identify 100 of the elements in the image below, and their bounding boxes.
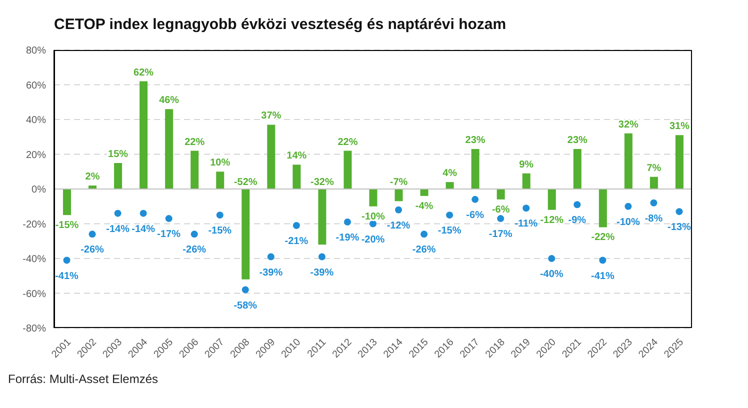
data-label: 14%: [286, 150, 307, 162]
data-label: 37%: [261, 110, 282, 122]
y-tick-label: 60%: [26, 80, 46, 92]
data-label: 23%: [465, 135, 486, 146]
data-label: -52%: [234, 177, 258, 188]
y-tick-label: -20%: [22, 219, 46, 230]
point: [548, 255, 556, 262]
data-label: -41%: [55, 270, 79, 282]
y-tick-label: 20%: [26, 150, 46, 161]
bar: [446, 182, 454, 189]
data-label: -19%: [336, 232, 360, 244]
data-label: 23%: [567, 135, 588, 146]
bar: [471, 149, 480, 189]
data-label: -9%: [568, 215, 586, 226]
data-label: -20%: [361, 234, 385, 246]
point: [522, 204, 530, 212]
data-label: -39%: [310, 267, 334, 278]
data-label: -13%: [668, 222, 692, 234]
data-label: 46%: [159, 95, 180, 106]
point: [88, 230, 96, 238]
point: [216, 212, 224, 219]
bar: [496, 189, 505, 200]
point: [599, 256, 606, 264]
data-label: -7%: [390, 177, 408, 188]
data-label: 10%: [210, 158, 230, 169]
point: [370, 220, 376, 228]
bar: [573, 149, 582, 189]
data-label: -26%: [80, 244, 104, 256]
y-tick-label: 40%: [26, 115, 46, 126]
data-label: -39%: [259, 267, 283, 278]
data-label: 31%: [669, 121, 690, 132]
data-label: -4%: [415, 200, 434, 212]
data-label: -8%: [644, 213, 663, 224]
data-label: -12%: [386, 220, 410, 232]
bar: [675, 135, 684, 189]
data-label: -15%: [55, 220, 79, 232]
data-label: 22%: [338, 136, 358, 148]
point: [472, 196, 479, 203]
data-label: 32%: [618, 119, 639, 130]
data-label: 2%: [85, 172, 100, 183]
data-label: -10%: [362, 211, 386, 222]
bar: [598, 189, 607, 228]
bar: [216, 172, 224, 189]
bar: [242, 189, 250, 280]
point: [63, 256, 70, 264]
point: [624, 202, 632, 210]
y-tick-label: -60%: [22, 288, 46, 300]
point: [114, 210, 122, 217]
point: [242, 286, 249, 294]
y-tick-label: 0%: [32, 184, 46, 196]
bar: [344, 150, 352, 189]
data-label: -26%: [182, 244, 206, 256]
bar: [548, 189, 556, 210]
bar: [522, 173, 530, 189]
chart-title: CETOP index legnagyobb évközi veszteség és naptárévi hozam: [53, 15, 508, 35]
bar: [165, 109, 174, 189]
point: [190, 230, 198, 238]
data-label: -15%: [208, 226, 232, 237]
y-tick-label: -40%: [22, 254, 46, 266]
point: [446, 212, 454, 219]
y-tick-label: -80%: [22, 324, 46, 335]
y-tick-label: 80%: [26, 46, 46, 57]
data-label: 62%: [134, 67, 154, 78]
point: [140, 210, 147, 217]
point: [395, 206, 402, 214]
data-label: -10%: [616, 216, 640, 228]
data-label: -22%: [591, 232, 615, 244]
text: Forrás: Multi-Asset Elemzés: [8, 372, 160, 386]
bar: [369, 189, 378, 206]
data-label: -41%: [591, 270, 614, 282]
bar: [190, 150, 199, 189]
data-label: -26%: [412, 244, 436, 256]
point: [650, 199, 658, 206]
data-label: 22%: [184, 136, 205, 148]
data-label: 7%: [646, 162, 662, 174]
data-label: -14%: [132, 224, 156, 235]
bar: [394, 189, 403, 202]
point: [267, 253, 274, 260]
bar: [420, 189, 428, 196]
data-label: -32%: [310, 177, 334, 188]
point: [420, 230, 428, 238]
bar: [267, 124, 276, 189]
data-label: -11%: [514, 218, 538, 230]
data-label: 4%: [442, 168, 458, 180]
data-label: -21%: [284, 236, 308, 247]
point: [574, 201, 581, 208]
data-label: -6%: [492, 204, 510, 216]
data-label: -6%: [466, 210, 484, 221]
bar: [650, 176, 658, 189]
point: [318, 253, 326, 260]
data-label: 15%: [108, 148, 128, 160]
point: [292, 222, 300, 229]
data-label: -58%: [234, 300, 258, 312]
point: [676, 208, 683, 216]
data-label: -14%: [106, 224, 130, 235]
data-label: -15%: [438, 226, 462, 237]
point: [497, 215, 504, 222]
data-label: 9%: [519, 159, 534, 170]
data-label: -17%: [488, 229, 512, 240]
bar: [114, 162, 122, 189]
